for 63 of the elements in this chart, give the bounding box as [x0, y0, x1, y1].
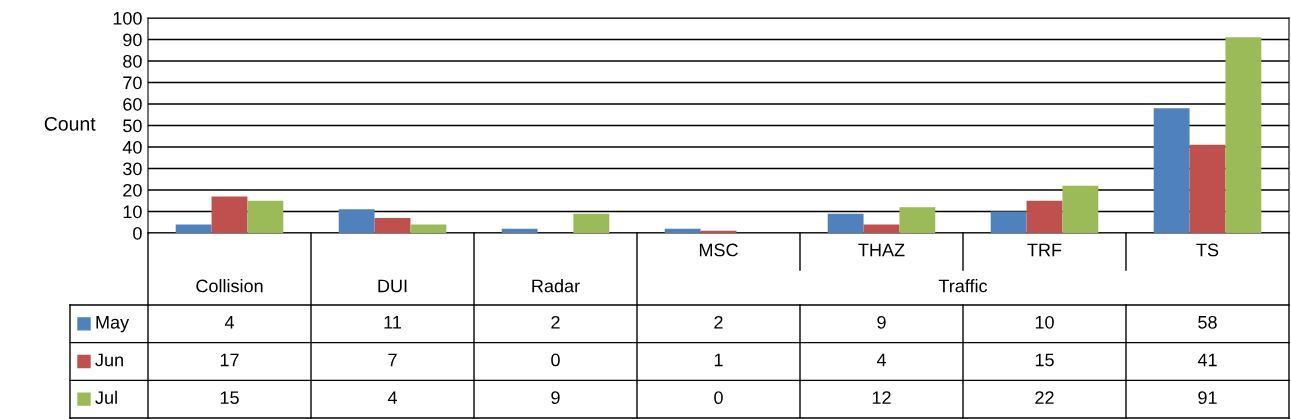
x-tick-label: MSC — [699, 243, 738, 257]
y-tick-label: 0 — [133, 226, 142, 240]
data-label: 15 — [220, 391, 239, 405]
data-label: 7 — [388, 353, 397, 367]
bar — [175, 224, 212, 233]
y-tick-label: 60 — [123, 97, 142, 111]
data-label: 9 — [877, 315, 886, 329]
bar — [1062, 185, 1099, 233]
bar — [501, 228, 538, 233]
x-tick-label: Radar — [532, 279, 580, 293]
data-label: 41 — [1197, 353, 1217, 367]
data-label: 9 — [551, 391, 560, 405]
data-label: 17 — [220, 353, 239, 367]
bar — [1225, 37, 1262, 233]
y-tick-label: 80 — [123, 54, 142, 68]
y-tick-label: 50 — [123, 119, 142, 133]
bar — [863, 224, 900, 233]
bar — [899, 207, 936, 233]
y-tick-label: 100 — [113, 11, 142, 25]
data-label: 4 — [387, 391, 397, 404]
x-tick-label: TS — [1196, 243, 1219, 257]
bar — [211, 196, 248, 233]
x-tick-label: TRF — [1027, 243, 1062, 257]
data-label: 1 — [714, 353, 723, 367]
data-label: 4 — [224, 316, 234, 329]
x-tick-label: THAZ — [858, 243, 905, 257]
data-label: 12 — [872, 391, 891, 404]
bar — [247, 200, 284, 233]
y-tick-label: 30 — [123, 162, 142, 176]
bar — [573, 213, 610, 233]
y-tick-label: 20 — [123, 183, 142, 197]
data-label: 0 — [714, 391, 723, 405]
bar — [700, 230, 737, 233]
y-axis-title: Count — [44, 116, 96, 131]
data-label: 15 — [1035, 353, 1054, 367]
bar — [990, 211, 1027, 233]
y-tick-label: 70 — [123, 76, 142, 90]
bar — [1153, 108, 1190, 233]
x-tick-label: Collision — [196, 279, 263, 293]
data-label: 22 — [1035, 391, 1054, 404]
data-label: 2 — [714, 315, 723, 329]
y-tick-label: 40 — [122, 140, 142, 154]
data-label: 4 — [876, 353, 886, 367]
data-label: 11 — [384, 316, 401, 329]
text: Traffic — [938, 279, 988, 293]
x-tick-label: DUI — [378, 279, 407, 293]
bar — [1189, 144, 1226, 233]
y-tick-label: 90 — [123, 33, 142, 47]
legend-label: Jun — [95, 353, 123, 367]
data-label: 2 — [551, 315, 560, 329]
bar — [827, 213, 864, 233]
y-tick-label: 10 — [123, 205, 142, 219]
bar — [374, 217, 411, 233]
data-label: 10 — [1035, 315, 1054, 329]
data-label: 58 — [1198, 315, 1217, 329]
bar — [410, 224, 447, 233]
legend-label: Jul — [95, 390, 117, 405]
data-label: 0 — [551, 353, 560, 367]
data-label: 91 — [1198, 391, 1217, 405]
bar — [664, 228, 701, 233]
legend-label: May — [96, 316, 130, 333]
bar — [338, 209, 375, 233]
bar — [1026, 200, 1063, 233]
